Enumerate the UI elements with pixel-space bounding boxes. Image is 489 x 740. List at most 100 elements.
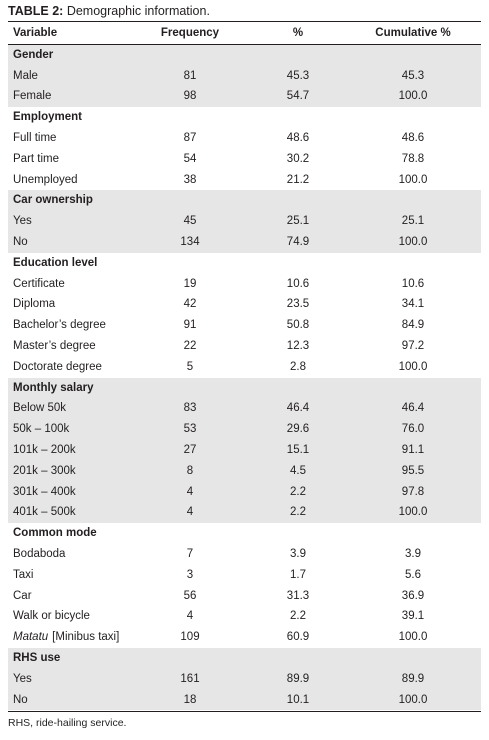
section-row: Education level xyxy=(8,253,481,274)
data-row: 101k – 200k 27 15.1 91.1 xyxy=(8,440,481,461)
title-text: Demographic information. xyxy=(66,4,210,18)
data-row: Full time 87 48.6 48.6 xyxy=(8,128,481,149)
cell-label: Certificate xyxy=(13,277,65,290)
cell-value: 3 xyxy=(186,568,194,581)
cell-value: 89.9 xyxy=(286,672,310,685)
section-title: Monthly salary xyxy=(13,381,94,394)
cell-value: 39.1 xyxy=(401,610,425,623)
cell-value: 12.3 xyxy=(286,340,310,352)
label-text: [Minibus taxi] xyxy=(52,631,120,644)
table-title: TABLE 2: Demographic information. xyxy=(8,4,210,18)
header-cell: Variable xyxy=(13,27,58,39)
cell-value: 10.6 xyxy=(286,277,310,290)
cell-label: Full time xyxy=(13,132,57,144)
rule-line xyxy=(8,21,481,22)
cell-label: Below 50k xyxy=(13,402,67,415)
section-row: Common mode xyxy=(8,523,481,544)
cell-value: 2.2 xyxy=(290,610,306,623)
cell-label: Male xyxy=(13,69,38,82)
cell-label: Yes xyxy=(13,215,32,228)
cell-label: 101k – 200k xyxy=(13,444,76,456)
data-row: Doctorate degree 5 2.8 100.0 xyxy=(8,357,481,378)
section-title: Education level xyxy=(13,256,98,269)
cell-label: Matatu [Minibus taxi] xyxy=(13,627,119,648)
cell-label: Master’s degree xyxy=(13,340,96,352)
cell-label: 301k – 400k xyxy=(13,485,76,498)
cell-value: 21.2 xyxy=(286,173,310,186)
section-row: Employment xyxy=(8,107,481,128)
header-cell: % xyxy=(292,27,304,39)
cell-value: 45.3 xyxy=(286,69,310,82)
cell-value: 42 xyxy=(183,298,197,311)
data-row: 50k – 100k 53 29.6 76.0 xyxy=(8,419,481,440)
cell-value: 100.0 xyxy=(398,90,428,103)
cell-value: 91 xyxy=(183,319,197,332)
cell-value: 5 xyxy=(186,360,194,373)
cell-label: 50k – 100k xyxy=(13,423,70,436)
section-title: Car ownership xyxy=(13,194,93,207)
cell-value: 46.4 xyxy=(286,402,310,415)
cell-label: Car xyxy=(13,589,32,602)
cell-label: Diploma xyxy=(13,298,56,311)
cell-value: 48.6 xyxy=(286,132,310,144)
data-row: Below 50k 83 46.4 46.4 xyxy=(8,398,481,420)
cell-value: 78.8 xyxy=(401,152,425,165)
cell-label: Part time xyxy=(13,152,60,165)
cell-value: 25.1 xyxy=(401,215,425,228)
cell-label: Unemployed xyxy=(13,173,78,186)
cell-value: 100.0 xyxy=(398,173,428,186)
cell-value: 54.7 xyxy=(286,90,310,103)
cell-value: 1.7 xyxy=(290,568,306,581)
cell-value: 74.9 xyxy=(286,236,310,248)
rule-line xyxy=(8,43,481,45)
cell-value: 83 xyxy=(183,402,197,415)
section-title: Employment xyxy=(13,111,83,124)
cell-value: 109 xyxy=(180,631,200,644)
cell-value: 84.9 xyxy=(401,319,425,332)
cell-value: 25.1 xyxy=(286,215,310,228)
cell-label: Yes xyxy=(13,672,32,685)
cell-value: 46.4 xyxy=(401,402,425,415)
cell-value: 4 xyxy=(186,506,194,519)
cell-value: 100.0 xyxy=(398,693,428,706)
data-row: Bodaboda 7 3.9 3.9 xyxy=(8,544,481,565)
data-row: Part time 54 30.2 78.8 xyxy=(8,149,481,170)
cell-value: 97.2 xyxy=(401,340,425,352)
cell-value: 18 xyxy=(183,693,197,706)
cell-value: 3.9 xyxy=(290,548,306,560)
cell-value: 31.3 xyxy=(286,589,310,602)
cell-value: 23.5 xyxy=(286,298,310,311)
data-row: 301k – 400k 4 2.2 97.8 xyxy=(8,481,481,503)
cell-value: 22 xyxy=(183,340,197,352)
cell-value: 29.6 xyxy=(286,423,310,436)
cell-label: Female xyxy=(13,90,52,103)
cell-value: 27 xyxy=(183,444,197,456)
data-row: Yes 161 89.9 89.9 xyxy=(8,668,481,690)
data-row: Diploma 42 23.5 34.1 xyxy=(8,294,481,315)
section-row: Monthly salary xyxy=(8,377,481,399)
data-row: Unemployed 38 21.2 100.0 xyxy=(8,170,481,191)
cell-value: 3.9 xyxy=(405,548,421,560)
header-row: Variable Frequency% Cumulative % xyxy=(8,23,481,44)
cell-value: 30.2 xyxy=(286,152,310,165)
cell-value: 50.8 xyxy=(286,319,310,332)
header-cell: Cumulative % xyxy=(375,27,451,39)
cell-value: 45.3 xyxy=(401,69,425,82)
cell-value: 161 xyxy=(180,672,200,685)
section-row: RHS use xyxy=(8,648,481,669)
data-row: No 134 74.9 100.0 xyxy=(8,232,481,253)
rule-line xyxy=(8,711,481,713)
data-row: Master’s degree 22 12.3 97.2 xyxy=(8,336,481,357)
cell-label: Bodaboda xyxy=(13,548,66,560)
cell-label: Walk or bicycle xyxy=(13,610,90,623)
cell-value: 38 xyxy=(183,173,197,186)
cell-value: 97.8 xyxy=(401,485,425,498)
section-row: Car ownership xyxy=(8,190,481,212)
data-row: Male 81 45.3 45.3 xyxy=(8,65,481,87)
data-row: No 18 10.1 100.0 xyxy=(8,689,481,711)
cell-value: 53 xyxy=(183,423,197,436)
cell-value: 91.1 xyxy=(401,444,425,456)
cell-value: 76.0 xyxy=(401,423,425,436)
cell-value: 4 xyxy=(186,610,194,623)
